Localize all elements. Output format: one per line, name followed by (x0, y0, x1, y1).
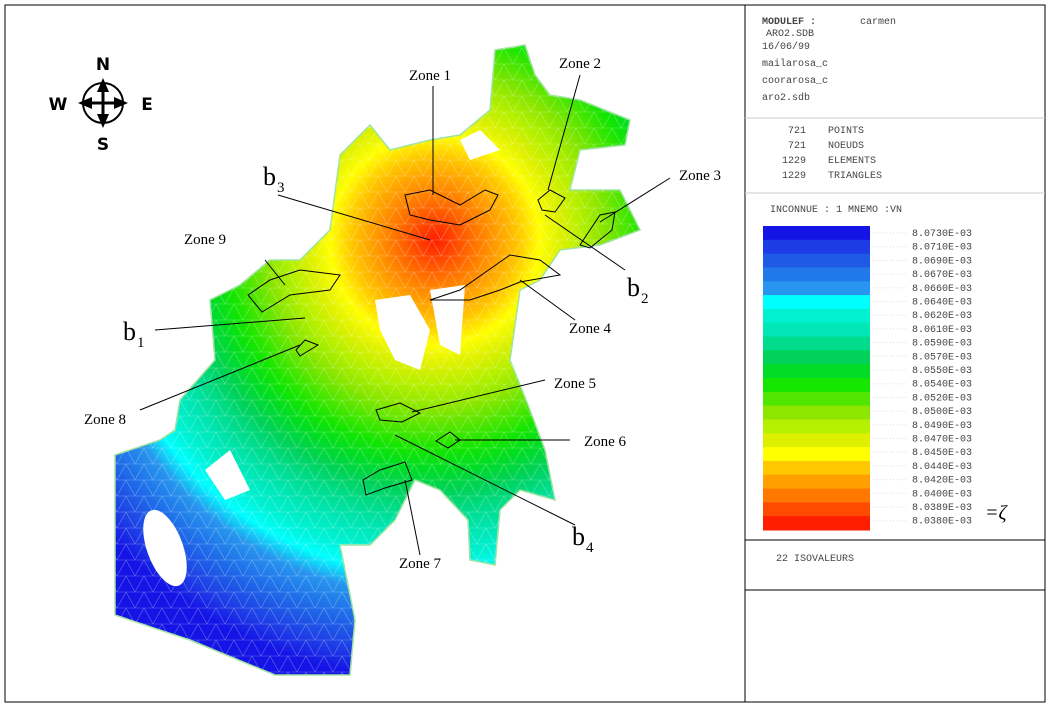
legend-label: 8.0389E-03 (912, 503, 972, 514)
legend-swatch (763, 406, 870, 420)
stat-label: TRIANGLES (828, 171, 882, 182)
stat-count: 1229 (782, 171, 806, 182)
zone-label: Zone 2 (559, 56, 601, 72)
user: carmen (860, 17, 896, 28)
point-subscript: 1 (137, 335, 145, 351)
mesh-plot (115, 45, 640, 675)
header-line: mailarosa_c (762, 58, 828, 70)
legend-label: 8.0450E-03 (912, 448, 972, 459)
legend-label: 8.0730E-03 (912, 229, 972, 240)
legend-swatch (763, 447, 870, 461)
figure: N S E W MODULEF : carmen ARO2.SDB 16/06/… (0, 0, 1050, 707)
point-subscript: 2 (641, 291, 649, 307)
legend-label: 8.0540E-03 (912, 380, 972, 391)
legend-swatch (763, 350, 870, 364)
header-line: ARO2.SDB (766, 29, 814, 40)
legend-swatch (763, 419, 870, 433)
legend-swatch (763, 281, 870, 295)
zone-label: Zone 7 (399, 556, 442, 572)
legend-swatch (763, 378, 870, 392)
legend-swatch (763, 337, 870, 351)
legend-label: 8.0690E-03 (912, 256, 972, 267)
legend-swatch (763, 433, 870, 447)
compass: N S E W (49, 55, 153, 155)
legend-swatch (763, 295, 870, 309)
legend-swatch (763, 475, 870, 489)
program: MODULEF : (762, 17, 816, 28)
header-line: coorarosa_c (762, 76, 828, 87)
stat-label: NOEUDS (828, 141, 864, 152)
header-line: aro2.sdb (762, 92, 810, 104)
compass-label: N (96, 55, 110, 75)
zone-label: Zone 3 (679, 168, 721, 184)
legend-label: 8.0590E-03 (912, 339, 972, 350)
compass-label: E (141, 95, 153, 115)
legend-swatch (763, 254, 870, 268)
legend-swatch (763, 461, 870, 475)
point-label: b (572, 522, 585, 551)
legend-swatch (763, 267, 870, 281)
legend-swatch (763, 364, 870, 378)
legend-label: 8.0490E-03 (912, 421, 972, 432)
header-line: 16/06/99 (762, 41, 810, 53)
stat-count: 1229 (782, 156, 806, 167)
zone-label: Zone 5 (554, 376, 596, 392)
legend-label: 8.0660E-03 (912, 284, 972, 295)
legend-label: 8.0550E-03 (912, 366, 972, 377)
legend-swatch (763, 323, 870, 337)
zone-label: Zone 1 (409, 68, 451, 84)
point-label: b (123, 317, 136, 346)
zeta-marker: =ζ (985, 502, 1008, 524)
legend-swatch (763, 502, 870, 516)
legend-label: 8.0670E-03 (912, 270, 972, 281)
compass-label: S (97, 135, 109, 155)
legend-label: 8.0500E-03 (912, 407, 972, 418)
legend-swatch (763, 226, 870, 240)
stat-label: POINTS (828, 126, 864, 137)
zone-label: Zone 4 (569, 321, 612, 337)
legend-swatch (763, 240, 870, 254)
legend-label: 8.0640E-03 (912, 298, 972, 309)
legend-label: 8.0400E-03 (912, 489, 972, 500)
point-label: b (627, 273, 640, 302)
point-label: b (263, 162, 276, 191)
stat-count: 721 (788, 141, 806, 152)
legend-label: 8.0610E-03 (912, 325, 972, 336)
legend-label: 8.0620E-03 (912, 311, 972, 322)
legend-label: 8.0470E-03 (912, 435, 972, 446)
legend-label: 8.0520E-03 (912, 393, 972, 404)
unknown: INCONNUE : 1 MNEMO :VN (770, 205, 902, 216)
zone-label: Zone 8 (84, 412, 126, 428)
legend-label: 8.0420E-03 (912, 476, 972, 487)
legend-swatch (763, 392, 870, 406)
legend-swatch (763, 516, 870, 530)
point-subscript: 4 (586, 540, 594, 556)
point-subscript: 3 (277, 180, 285, 196)
zone-label: Zone 6 (584, 434, 627, 450)
stat-count: 721 (788, 126, 806, 137)
legend-swatch (763, 489, 870, 503)
legend-label: 8.0570E-03 (912, 352, 972, 363)
legend-label: 8.0710E-03 (912, 243, 972, 254)
isovalues: 22 ISOVALEURS (776, 554, 854, 565)
legend-swatch (763, 309, 870, 323)
compass-label: W (49, 95, 68, 115)
legend-label: 8.0380E-03 (912, 517, 972, 528)
legend-label: 8.0440E-03 (912, 462, 972, 473)
stat-label: ELEMENTS (828, 156, 876, 167)
zone-label: Zone 9 (184, 232, 226, 248)
